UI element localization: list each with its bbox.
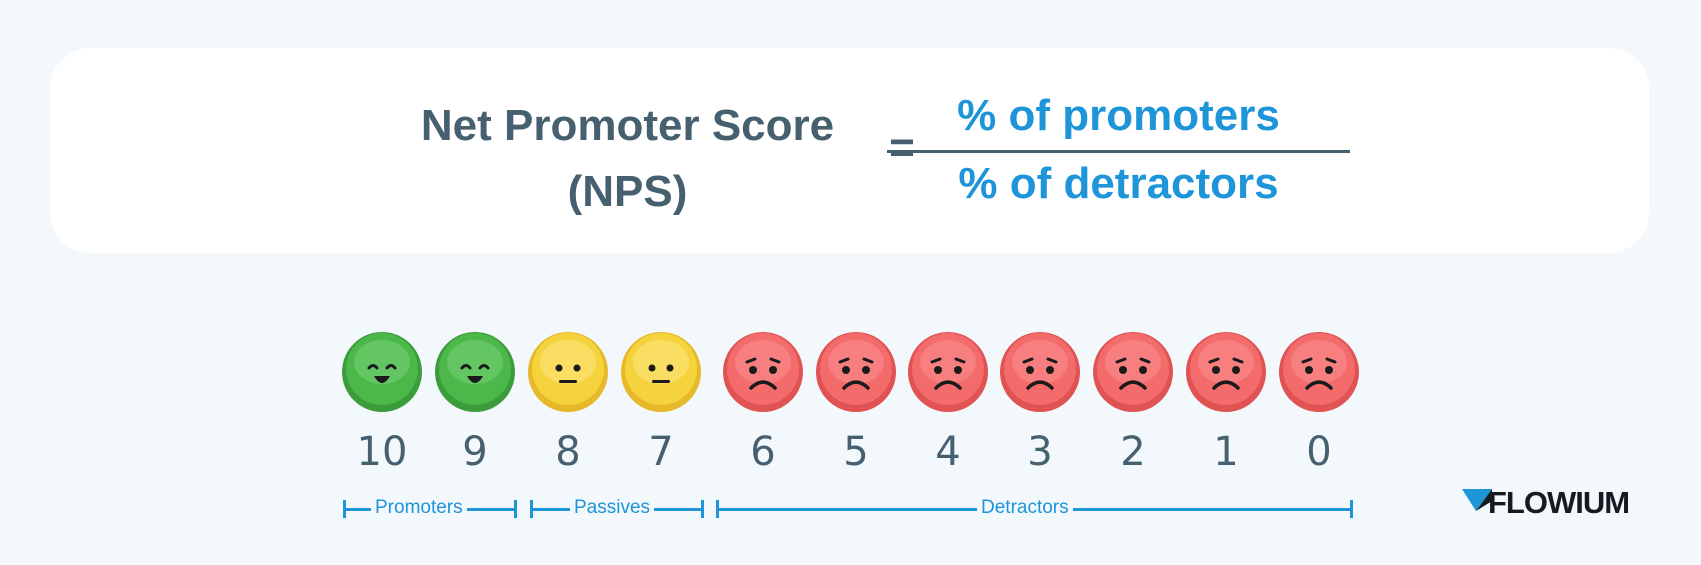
scale-item: 6 [721, 332, 805, 474]
sad-face-icon [1093, 332, 1173, 412]
score-label: 5 [843, 429, 869, 475]
scale-item: 3 [998, 332, 1082, 474]
scale-item: 7 [619, 332, 703, 474]
fraction-bar [887, 150, 1350, 153]
score-label: 7 [648, 429, 674, 475]
formula-abbreviation: (NPS) [567, 167, 688, 216]
detractors-label: Detractors [977, 497, 1073, 519]
score-label: 8 [555, 429, 581, 475]
sad-face-icon [908, 332, 988, 412]
score-label: 1 [1213, 429, 1239, 475]
sad-face-icon [1186, 332, 1266, 412]
score-label: 9 [462, 429, 488, 475]
fraction-numerator: % of promoters [957, 91, 1280, 140]
scale-item: 9 [433, 332, 517, 474]
promoters-bracket: Promoters [343, 497, 517, 519]
score-label: 6 [750, 429, 776, 475]
score-label: 3 [1027, 429, 1053, 475]
promoters-label: Promoters [371, 497, 467, 519]
bracket-tick [701, 500, 704, 518]
bracket-tick [1350, 500, 1353, 518]
sad-face-icon [816, 332, 896, 412]
nps-scale: 10 9 8 7 6 5 4 3 2 1 0 [340, 332, 1360, 532]
scale-item: 2 [1091, 332, 1175, 474]
scale-item: 1 [1184, 332, 1268, 474]
flowium-logo-icon [1462, 489, 1492, 511]
score-label: 10 [356, 429, 408, 475]
formula-title: Net Promoter Score [420, 101, 835, 150]
neutral-face-icon [621, 332, 701, 412]
sad-face-icon [723, 332, 803, 412]
detractors-bracket: Detractors [716, 497, 1353, 519]
formula-fraction: % of promoters % of detractors [887, 0, 1350, 208]
happy-face-icon [435, 332, 515, 412]
passives-label: Passives [570, 497, 655, 519]
scale-item: 8 [526, 332, 610, 474]
formula-card: Net Promoter Score (NPS) = [50, 48, 1649, 253]
scale-item: 10 [340, 332, 424, 474]
scale-item: 0 [1277, 332, 1361, 474]
passives-bracket: Passives [530, 497, 704, 519]
equals-sign: = [889, 123, 915, 172]
happy-face-icon [342, 332, 422, 412]
formula-left-side: Net Promoter Score (NPS) [380, 93, 875, 225]
score-label: 2 [1120, 429, 1146, 475]
fraction-denominator: % of detractors [958, 159, 1279, 208]
flowium-logo: FLOWIUM [1462, 487, 1652, 519]
sad-face-icon [1000, 332, 1080, 412]
bracket-tick [514, 500, 517, 518]
neutral-face-icon [528, 332, 608, 412]
score-label: 0 [1306, 429, 1332, 475]
logo-text: FLOWIUM [1488, 485, 1630, 520]
score-label: 4 [935, 429, 961, 475]
scale-item: 5 [814, 332, 898, 474]
sad-face-icon [1279, 332, 1359, 412]
scale-item: 4 [906, 332, 990, 474]
